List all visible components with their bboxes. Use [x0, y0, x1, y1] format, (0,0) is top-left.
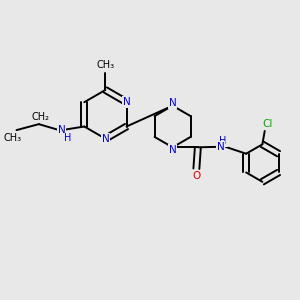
Text: N: N	[101, 134, 109, 144]
Text: H: H	[219, 136, 227, 146]
Text: N: N	[58, 125, 65, 135]
Text: CH₃: CH₃	[4, 133, 22, 142]
Text: H: H	[64, 134, 71, 143]
Text: N: N	[169, 98, 176, 108]
Text: Cl: Cl	[262, 118, 272, 128]
Text: O: O	[192, 171, 200, 181]
Text: CH₃: CH₃	[96, 60, 115, 70]
Text: N: N	[123, 97, 130, 107]
Text: N: N	[217, 142, 225, 152]
Text: CH₂: CH₂	[31, 112, 49, 122]
Text: N: N	[169, 145, 176, 155]
